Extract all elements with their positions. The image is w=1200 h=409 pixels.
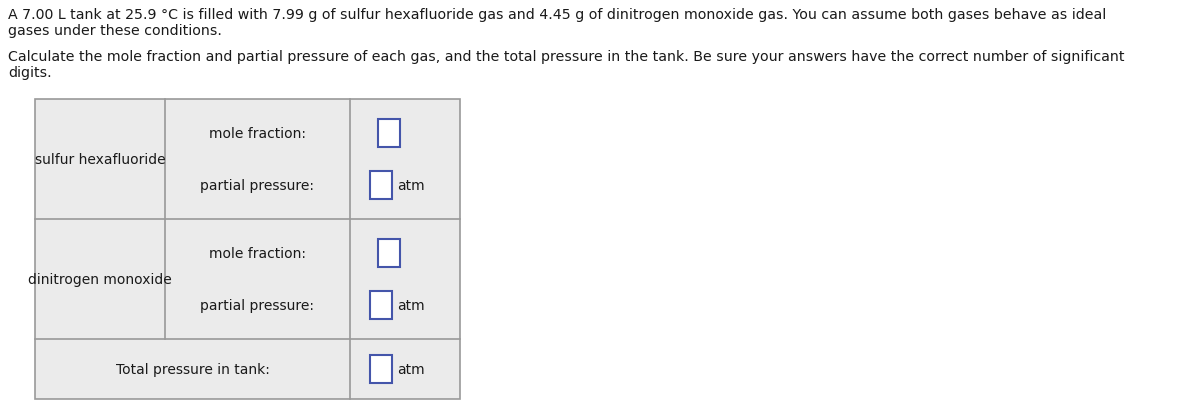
- Bar: [35, 100, 460, 399]
- Bar: [378, 239, 400, 267]
- Text: Calculate the mole fraction and partial pressure of each gas, and the total pres: Calculate the mole fraction and partial …: [8, 50, 1124, 64]
- Text: digits.: digits.: [8, 66, 52, 80]
- Text: atm: atm: [397, 299, 425, 312]
- Bar: [370, 172, 391, 200]
- Bar: [370, 292, 391, 319]
- Bar: [378, 119, 400, 147]
- Text: atm: atm: [397, 179, 425, 193]
- Text: mole fraction:: mole fraction:: [209, 246, 306, 260]
- Bar: [370, 355, 391, 383]
- Text: atm: atm: [397, 362, 425, 376]
- Bar: [35, 100, 460, 399]
- Text: mole fraction:: mole fraction:: [209, 126, 306, 140]
- Text: Total pressure in tank:: Total pressure in tank:: [115, 362, 270, 376]
- Text: dinitrogen monoxide: dinitrogen monoxide: [28, 272, 172, 286]
- Text: partial pressure:: partial pressure:: [200, 299, 314, 312]
- Text: partial pressure:: partial pressure:: [200, 179, 314, 193]
- Text: sulfur hexafluoride: sulfur hexafluoride: [35, 153, 166, 166]
- Text: gases under these conditions.: gases under these conditions.: [8, 24, 222, 38]
- Text: A 7.00 L tank at 25.9 °C is filled with 7.99 g of sulfur hexafluoride gas and 4.: A 7.00 L tank at 25.9 °C is filled with …: [8, 8, 1106, 22]
